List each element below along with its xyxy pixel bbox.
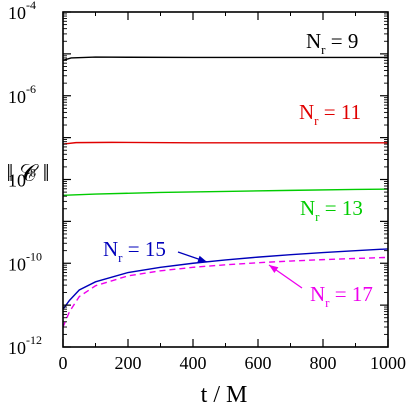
series-label-1: Nr = 11 xyxy=(299,100,361,128)
series-label-sub: r xyxy=(315,209,320,224)
y-tick-exponent: -4 xyxy=(26,0,36,12)
y-tick-base: 10 xyxy=(8,254,26,274)
series-label-rest: = 11 xyxy=(319,100,362,124)
series-label-main: N xyxy=(300,196,315,220)
series-label-2: Nr = 13 xyxy=(300,196,363,224)
x-tick-label: 800 xyxy=(310,353,337,373)
y-tick-label: 10-6 xyxy=(8,82,36,107)
series-line-0 xyxy=(63,56,388,62)
series-label-0: Nr = 9 xyxy=(306,29,358,57)
y-tick-label: 10-12 xyxy=(8,333,42,358)
y-tick-exponent: -10 xyxy=(26,249,42,263)
x-tick-label: 600 xyxy=(245,353,272,373)
series-label-main: N xyxy=(306,29,321,53)
y-tick-exponent: -8 xyxy=(26,166,36,180)
series-line-4 xyxy=(63,256,388,328)
series-label-sub: r xyxy=(314,113,319,128)
series-label-rest: = 17 xyxy=(330,282,373,306)
series-label-sub: r xyxy=(325,295,330,310)
y-tick-base: 10 xyxy=(8,87,26,107)
series-label-4: Nr = 17 xyxy=(310,282,373,310)
series-label-main: N xyxy=(103,237,118,261)
series-label-3: Nr = 15 xyxy=(103,237,166,265)
y-tick-label: 10-8 xyxy=(8,166,36,191)
plot-layer xyxy=(63,56,388,328)
x-tick-label: 400 xyxy=(180,353,207,373)
x-tick-label: 0 xyxy=(59,353,68,373)
y-axis-label: ‖ 𝒞 ‖ xyxy=(7,161,50,187)
series-label-main: N xyxy=(299,100,314,124)
series-line-1 xyxy=(63,141,388,145)
series-label-main: N xyxy=(310,282,325,306)
series-label-rest: = 13 xyxy=(320,196,363,220)
series-line-2 xyxy=(63,188,388,196)
y-tick-label: 10-4 xyxy=(8,0,36,23)
tick-layer xyxy=(62,11,389,348)
y-tick-exponent: -6 xyxy=(26,82,36,96)
x-axis-label: t / M xyxy=(201,382,248,408)
x-tick-label: 1000 xyxy=(370,353,406,373)
y-tick-base: 10 xyxy=(8,171,26,191)
pointer-arrow-head xyxy=(269,265,279,274)
y-tick-label: 10-10 xyxy=(8,249,42,274)
pointer-arrow-head xyxy=(197,255,207,263)
label-layer: 0 200 400 600 800 100010-1210-1010-810-610-4N… xyxy=(8,0,406,373)
series-label-sub: r xyxy=(321,42,326,57)
y-tick-base: 10 xyxy=(8,338,26,358)
x-tick-label: 200 xyxy=(115,353,142,373)
series-label-rest: = 15 xyxy=(123,237,166,261)
series-label-sub: r xyxy=(118,250,123,265)
y-tick-base: 10 xyxy=(8,3,26,23)
y-tick-exponent: -12 xyxy=(26,333,42,347)
series-label-rest: = 9 xyxy=(326,29,359,53)
series-line-3 xyxy=(63,248,388,310)
